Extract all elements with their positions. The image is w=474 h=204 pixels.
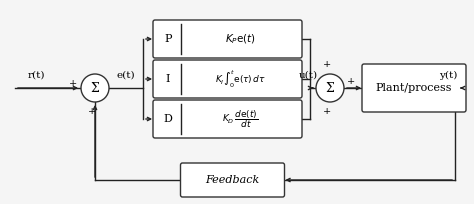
Text: I: I — [166, 74, 170, 84]
FancyBboxPatch shape — [153, 60, 302, 98]
Text: P: P — [164, 34, 172, 44]
Text: r(t): r(t) — [28, 71, 46, 80]
Text: $K_P\mathrm{e}(t)$: $K_P\mathrm{e}(t)$ — [225, 32, 256, 46]
Text: +: + — [88, 107, 96, 116]
Circle shape — [316, 74, 344, 102]
Text: y(t): y(t) — [438, 71, 457, 80]
Text: +: + — [323, 60, 331, 69]
Text: +: + — [69, 80, 77, 89]
FancyBboxPatch shape — [153, 20, 302, 58]
Text: $K_I \int_0^t \mathrm{e}(\tau)\,d\tau$: $K_I \int_0^t \mathrm{e}(\tau)\,d\tau$ — [215, 68, 266, 90]
Text: u(t): u(t) — [299, 71, 318, 80]
Circle shape — [81, 74, 109, 102]
Text: +: + — [347, 78, 355, 86]
FancyBboxPatch shape — [181, 163, 284, 197]
Text: $K_D\,\dfrac{d\mathrm{e}(t)}{dt}$: $K_D\,\dfrac{d\mathrm{e}(t)}{dt}$ — [222, 108, 259, 130]
Text: Feedback: Feedback — [205, 175, 260, 185]
Text: e(t): e(t) — [117, 71, 135, 80]
Text: Σ: Σ — [91, 82, 100, 94]
Text: Plant/process: Plant/process — [376, 83, 452, 93]
Text: +: + — [323, 107, 331, 116]
Text: D: D — [164, 114, 173, 124]
Text: Σ: Σ — [326, 82, 335, 94]
FancyBboxPatch shape — [362, 64, 466, 112]
FancyBboxPatch shape — [153, 100, 302, 138]
